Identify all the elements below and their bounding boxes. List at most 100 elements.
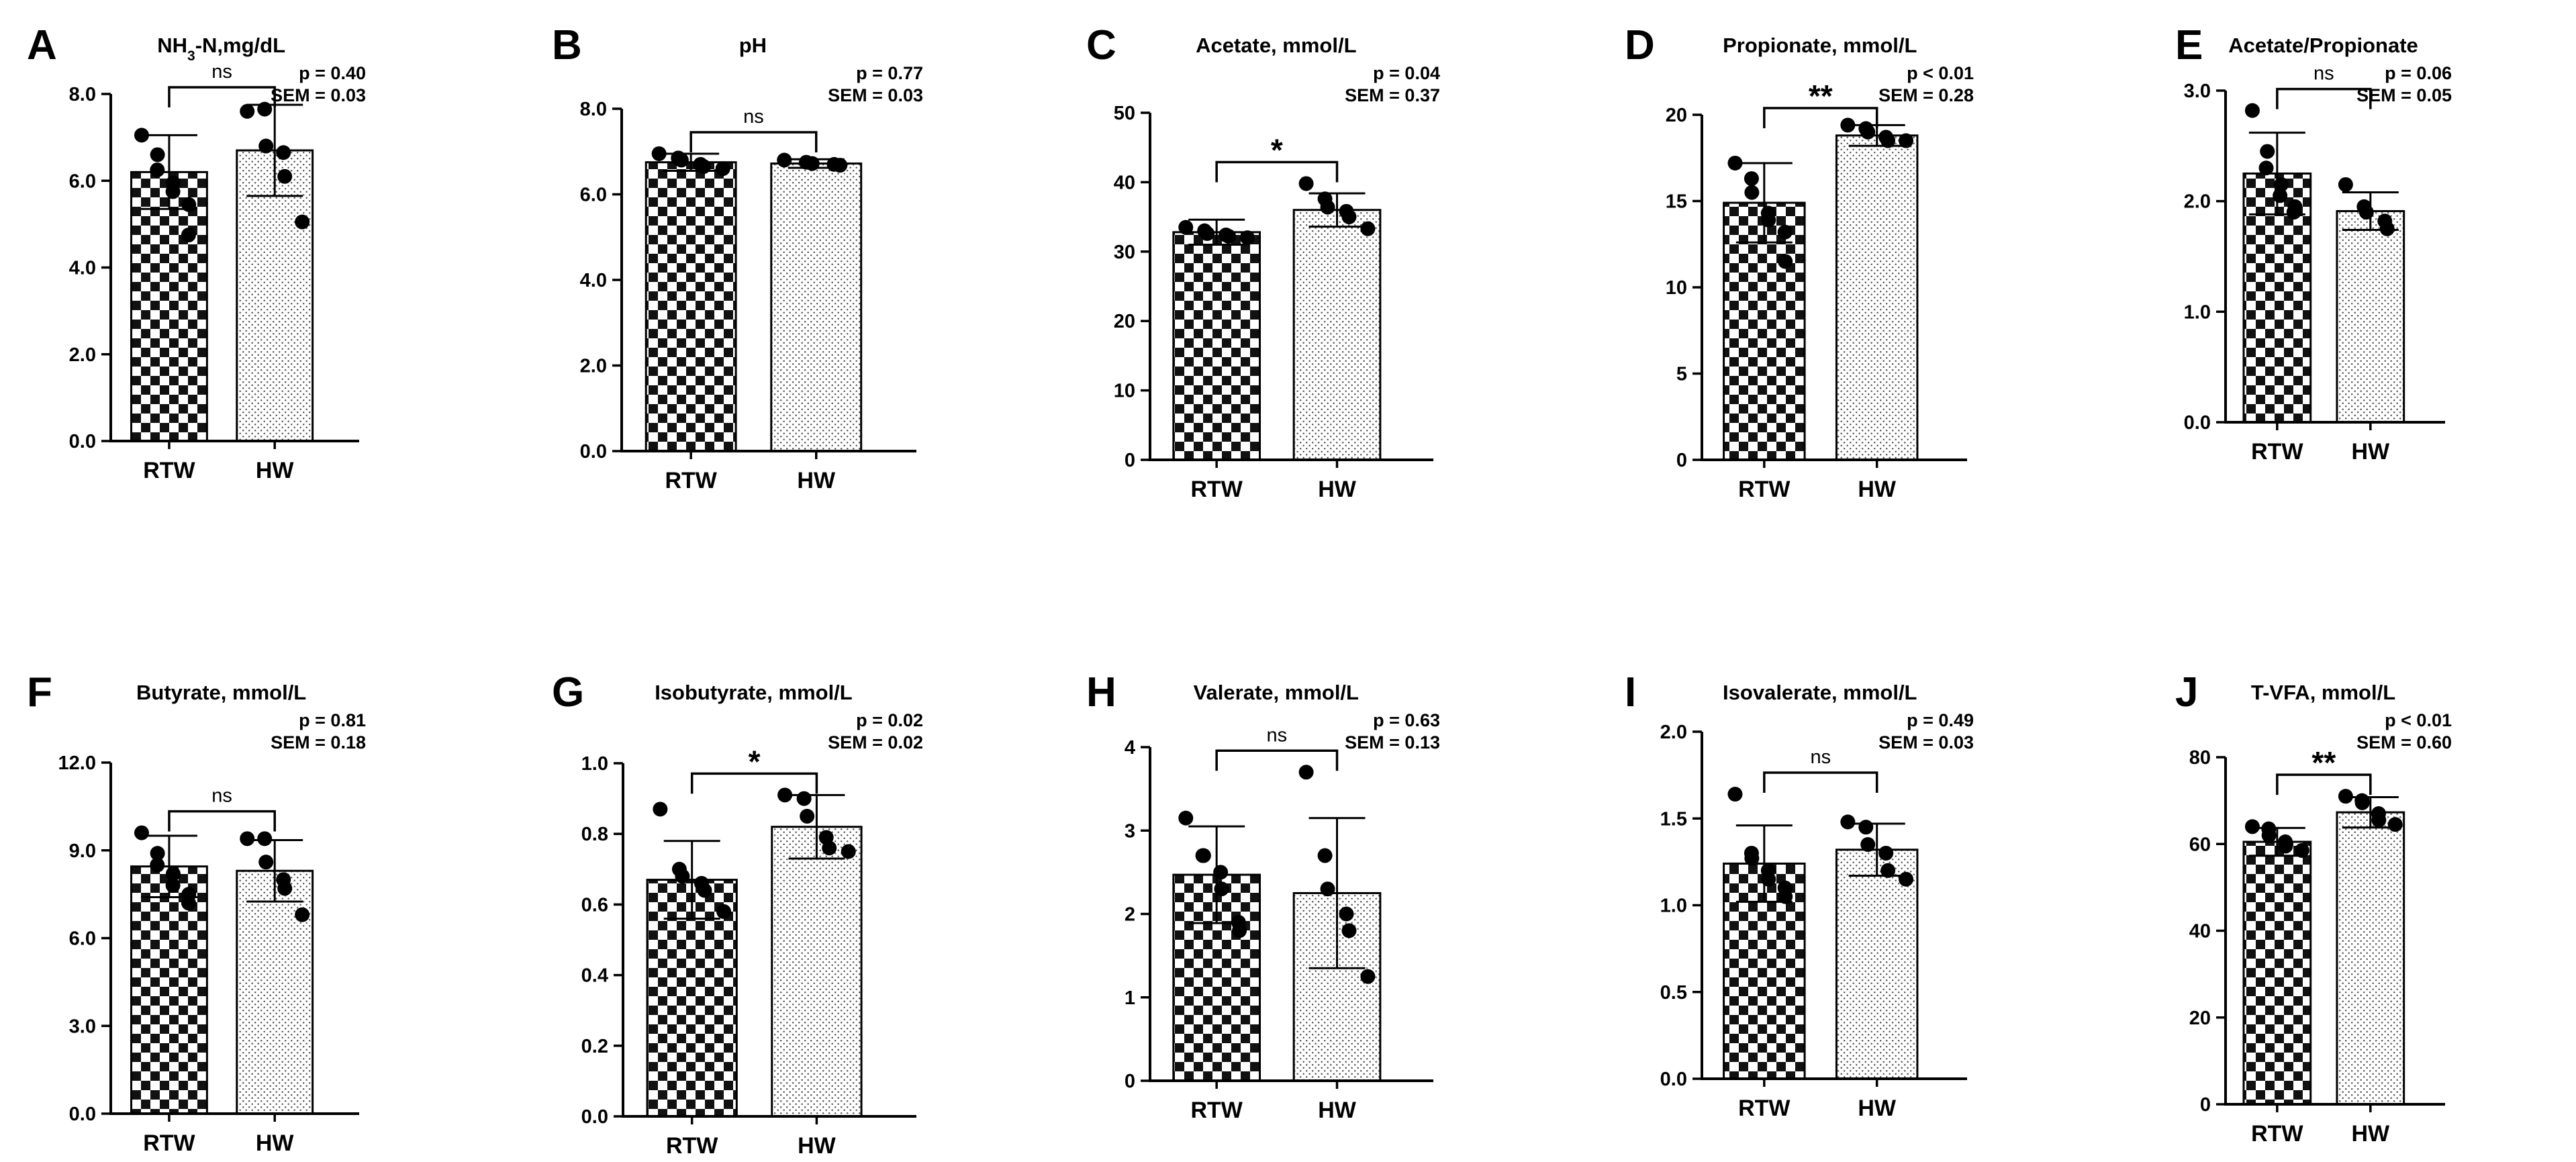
x-tick-label: HW <box>1858 477 1897 502</box>
bar-rtw <box>1172 873 1261 1082</box>
significance-bracket <box>1763 771 1878 793</box>
data-point-rtw <box>1240 230 1255 246</box>
bar-hw <box>771 826 863 1118</box>
y-tick-label: 2.0 <box>580 356 607 377</box>
y-tick-label: 4.0 <box>69 258 96 279</box>
panel-letter: I <box>1625 669 1636 716</box>
data-point-hw <box>276 145 291 160</box>
y-tick-label: 2.0 <box>1660 722 1687 743</box>
significance-label: * <box>749 744 761 779</box>
y-tick-label: 4.0 <box>580 270 607 291</box>
x-tick-label: HW <box>256 458 295 483</box>
data-point-rtw <box>2286 205 2301 220</box>
sem-text: SEM = 0.02 <box>828 732 923 753</box>
bar-rtw <box>1723 201 1806 461</box>
bar-hw <box>1835 849 1919 1080</box>
sem-text: SEM = 0.03 <box>1878 732 1974 753</box>
data-point-rtw <box>673 152 689 168</box>
bar-hw <box>236 869 314 1115</box>
data-point-hw <box>800 808 815 824</box>
data-point-rtw <box>1744 171 1759 187</box>
x-tick-label: RTW <box>1738 477 1791 502</box>
data-point-hw <box>1320 199 1335 215</box>
significance-label: ns <box>2313 63 2334 85</box>
panel-letter: H <box>1086 669 1116 716</box>
y-tick-label: 2.0 <box>2184 191 2211 213</box>
data-point-rtw <box>1221 229 1237 244</box>
panel-title-part: pH <box>739 34 767 57</box>
y-tick-label: 1 <box>1125 987 1135 1009</box>
data-point-hw <box>2338 177 2353 192</box>
sem-text: SEM = 0.05 <box>2356 85 2452 105</box>
significance-bracket <box>690 772 818 794</box>
data-point-hw <box>1899 871 1914 887</box>
panel-title: Isobutyrate, mmol/L <box>655 681 853 704</box>
y-tick-label: 10 <box>1114 381 1135 402</box>
data-point-rtw <box>697 883 712 898</box>
y-tick-label: 4 <box>1125 737 1135 759</box>
y-tick-label: 15 <box>1666 191 1687 213</box>
y-tick-label: 0.4 <box>581 965 608 987</box>
panel-letter: C <box>1086 22 1116 68</box>
y-tick-label: 0.0 <box>1660 1069 1687 1090</box>
panel-letter: F <box>27 669 52 716</box>
x-tick-label: HW <box>256 1130 295 1156</box>
x-tick-label: HW <box>1318 477 1357 502</box>
data-point-hw <box>1341 923 1357 938</box>
panel-title-part: Acetate/Propionate <box>2228 34 2418 57</box>
panel-letter: D <box>1625 22 1655 68</box>
significance-label: * <box>1271 132 1283 167</box>
bar-hw <box>236 149 314 442</box>
p-value-text: p = 0.04 <box>1373 63 1440 83</box>
x-tick-label: HW <box>797 468 836 493</box>
data-point-hw <box>796 791 812 806</box>
sem-text: SEM = 0.03 <box>271 85 366 105</box>
p-value-text: p = 0.06 <box>2385 63 2452 83</box>
panel-letter: E <box>2175 22 2203 68</box>
y-tick-label: 0.8 <box>581 824 608 845</box>
data-point-hw <box>1360 221 1376 236</box>
data-point-rtw <box>150 846 165 861</box>
data-point-rtw <box>150 857 165 873</box>
data-point-rtw <box>2261 828 2277 843</box>
y-tick-label: 0 <box>2200 1094 2211 1116</box>
p-value-text: p = 0.81 <box>299 710 366 730</box>
panel-title-part: Butyrate, mmol/L <box>136 681 306 704</box>
panel-title-part: 3 <box>187 48 195 64</box>
y-tick-label: 30 <box>1114 242 1135 263</box>
data-point-hw <box>258 855 274 870</box>
bar-hw <box>1292 209 1382 461</box>
y-tick-label: 60 <box>2189 834 2211 855</box>
data-point-hw <box>832 158 848 173</box>
y-tick-label: 0.0 <box>581 1106 608 1128</box>
p-value-text: p = 0.02 <box>856 710 923 730</box>
data-point-hw <box>277 881 293 896</box>
p-value-text: p < 0.01 <box>1907 63 1974 83</box>
data-point-rtw <box>134 825 149 840</box>
y-tick-label: 3.0 <box>2184 81 2211 102</box>
x-tick-label: RTW <box>1738 1096 1791 1121</box>
data-point-rtw <box>715 161 730 177</box>
data-point-hw <box>1878 845 1894 861</box>
y-tick-label: 0.0 <box>2184 412 2211 434</box>
p-value-text: p = 0.77 <box>856 63 923 83</box>
panel-title-part: Acetate, mmol/L <box>1196 34 1356 57</box>
panel-title-part: NH <box>157 34 187 57</box>
x-tick-label: HW <box>2351 1121 2390 1147</box>
data-point-hw <box>295 214 310 230</box>
data-point-hw <box>2387 817 2403 832</box>
data-point-hw <box>1320 881 1335 897</box>
y-tick-label: 0 <box>1125 1071 1135 1092</box>
significance-label: ns <box>211 61 232 83</box>
data-point-hw <box>841 844 856 859</box>
y-tick-label: 0.5 <box>1660 982 1687 1004</box>
significance-label: ns <box>743 106 764 128</box>
data-point-rtw <box>675 869 690 884</box>
data-point-hw <box>257 831 273 846</box>
bar-hw <box>1835 134 1919 461</box>
y-tick-label: 20 <box>2189 1008 2211 1029</box>
